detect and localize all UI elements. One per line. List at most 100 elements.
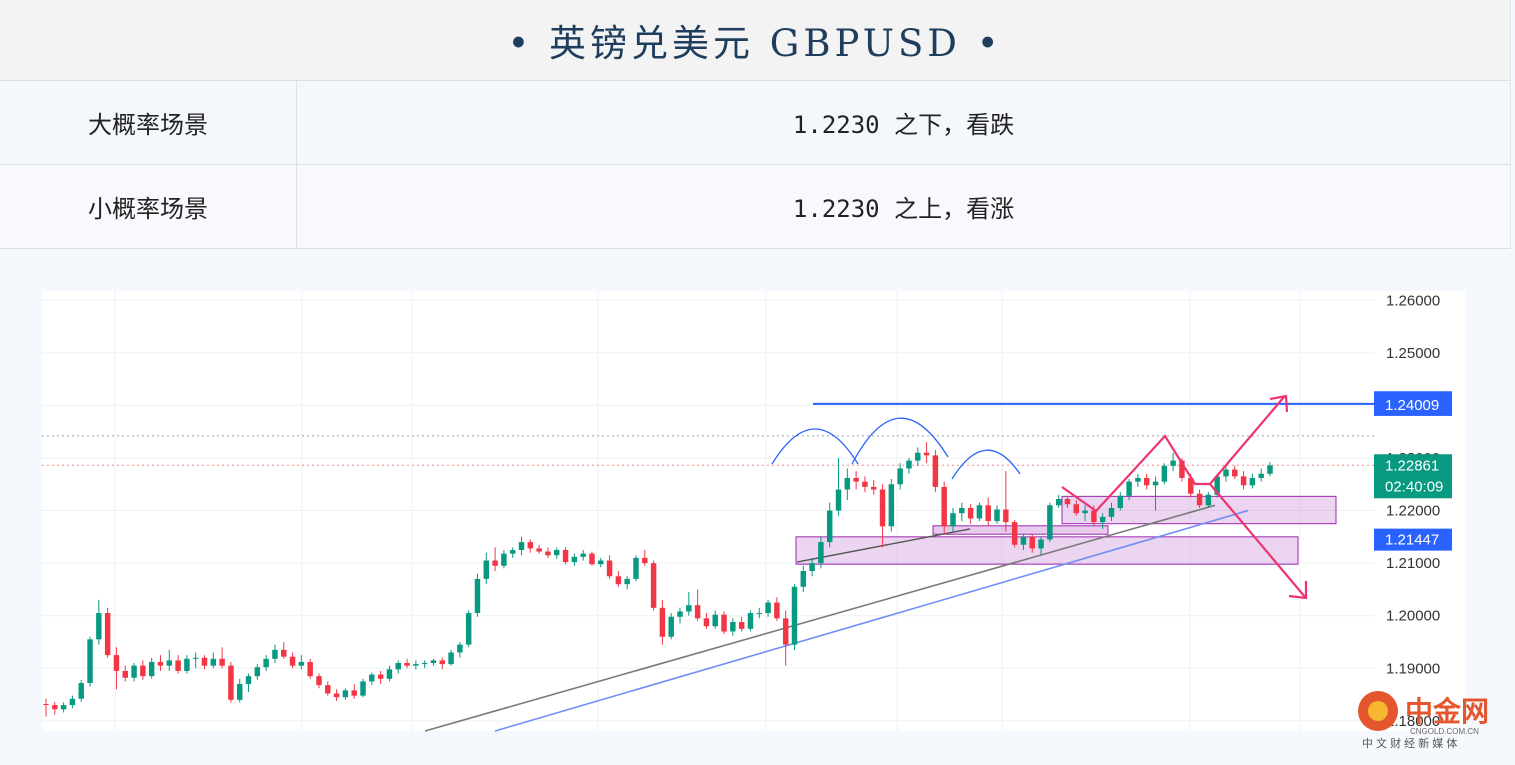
candle-body [1179,460,1185,478]
candle-body [571,556,578,563]
pattern-annotations [771,394,1308,600]
candle-body [545,551,551,556]
scenario-row-low: 小概率场景 1.2230 之上，看涨 [0,165,1510,249]
candle-body [659,607,666,637]
watermark-logo: 中金网 CNGOLD.COM.CN 中 文 财 经 新 媒 体 [1358,691,1489,750]
watermark-domain: CNGOLD.COM.CN [1410,727,1479,736]
candle-body [386,669,393,679]
neckline-zone [932,525,1109,535]
candle-body [562,549,569,563]
candle-body [862,481,868,487]
price-label-box [1374,454,1452,499]
candle-body [369,674,375,682]
candle-body [192,657,199,659]
watermark-brand: 中金网 [1405,695,1489,727]
candle-body [1214,476,1220,495]
candle-body [413,664,419,666]
candle-body [245,676,252,685]
chart-area: 1.260001.250001.240001.230001.220001.210… [0,249,1510,761]
candle-body [1170,460,1176,466]
candle-body [1064,498,1071,505]
candle-body [554,549,560,556]
candle-body [712,614,718,627]
candle-body [325,685,331,694]
candle-body [580,553,586,557]
candle-body [1135,477,1141,482]
candle-body [281,649,287,657]
candles [43,442,1273,717]
candle-body [967,507,974,519]
y-tick-label: 1.26000 [1386,292,1440,309]
candle-body [950,513,956,527]
grid-lines [42,291,1375,731]
candle-body [598,560,604,565]
candle-body [474,578,481,614]
candle-body [959,507,965,514]
price-label-text: 1.21447 [1385,532,1439,549]
support-zone [795,536,1299,565]
price-label-box [1374,393,1452,416]
candle-body [439,660,445,665]
candle-body [1108,507,1115,517]
candle-body [289,656,296,666]
candle-body [60,705,67,710]
candle-body [606,560,613,577]
pattern-arc [771,428,859,465]
candle-body [1099,516,1106,523]
candle-body [835,489,842,511]
candle-body [668,616,674,637]
candle-body [316,676,322,686]
candle-body [96,613,102,640]
candle-body [1003,509,1009,523]
scenario-label: 小概率场景 [0,165,297,248]
candle-body [52,705,58,710]
candle-body [1188,477,1194,494]
y-tick-label: 1.19000 [1386,660,1440,677]
candle-body [694,605,701,619]
candle-body [853,477,859,482]
candle-body [615,576,622,585]
candle-body [765,602,771,614]
candle-body [1249,477,1256,486]
candle-body [800,571,807,587]
candle-body [738,622,745,629]
candle-body [1082,510,1088,514]
candle-body [589,553,595,565]
arrow-head-icon [1269,394,1289,413]
candle-body [915,452,921,461]
candle-body [1232,469,1238,477]
candle-body [721,614,727,632]
candle-body [175,660,181,671]
candle-body [1029,536,1035,549]
trend-line [424,504,1216,732]
candle-body [1267,465,1273,474]
candle-body [941,486,947,527]
candle-body [457,644,463,653]
candle-body [642,557,648,564]
candle-body [254,667,261,677]
candle-body [307,661,313,677]
candle-body [871,486,877,490]
candle-body [1205,494,1212,506]
candle-body [69,698,76,706]
pattern-arc [951,449,1021,480]
candle-body [1091,510,1097,523]
pattern-arc [851,417,949,465]
y-tick-label: 1.20000 [1386,608,1440,625]
candle-body [1011,522,1018,545]
scenario-value: 1.2230 之下，看跌 [792,111,1015,139]
candle-body [201,657,208,666]
candle-body [976,505,983,519]
neckline [796,528,971,563]
candle-body [932,455,939,487]
bullish-projection [1061,396,1285,513]
candle-body [1038,539,1044,549]
y-tick-label: 1.18000 [1386,713,1440,730]
candle-body [1020,536,1027,545]
candle-body [633,557,639,579]
candle-body [430,660,437,664]
title-row: • 英镑兑美元 GBPUSD • [0,0,1510,81]
candle-body [1161,465,1168,482]
candle-body [994,509,1000,522]
